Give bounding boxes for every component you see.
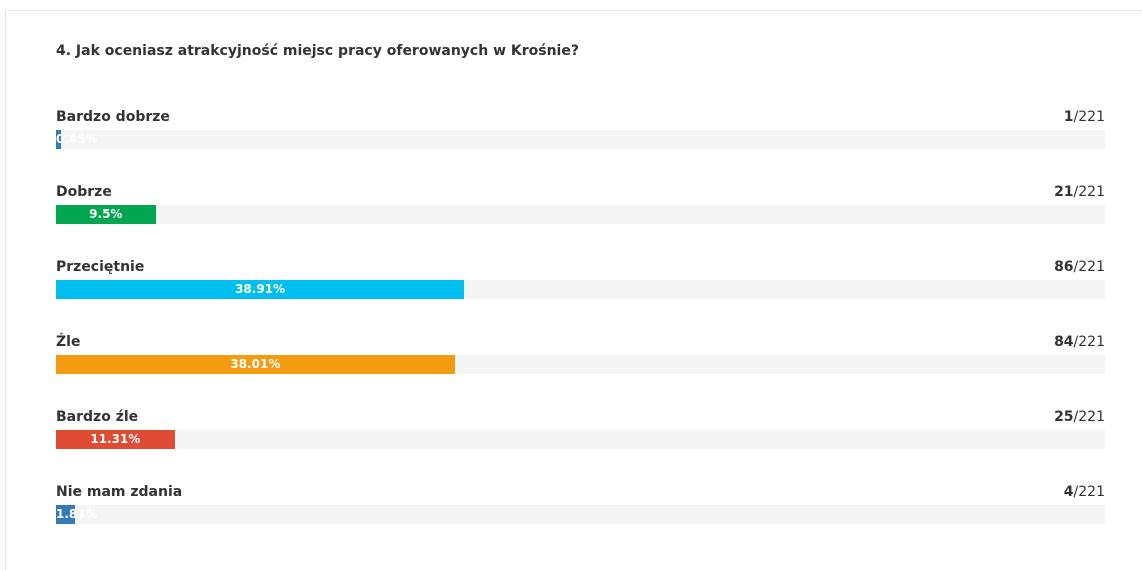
vote-total: /221 xyxy=(1073,259,1105,275)
bar xyxy=(56,280,465,299)
value-label: 11.31% xyxy=(90,432,141,446)
option-count: 1/221 xyxy=(1064,109,1105,125)
bar-track: 38.01% xyxy=(56,355,1105,374)
value-label: 9.5% xyxy=(89,207,123,221)
bar xyxy=(56,205,156,224)
question-title: 4. Jak oceniasz atrakcyjność miejsc prac… xyxy=(56,43,579,59)
bar xyxy=(56,355,455,374)
option-label: Źle xyxy=(56,334,81,350)
option-row: Bardzo dobrze 1/221 0.45% xyxy=(56,109,1105,149)
option-count: 25/221 xyxy=(1054,409,1105,425)
bar xyxy=(56,505,75,524)
option-count: 84/221 xyxy=(1054,334,1105,350)
option-count: 86/221 xyxy=(1054,259,1105,275)
vote-total: /221 xyxy=(1073,409,1105,425)
bar-track: 0.45% xyxy=(56,130,1105,149)
vote-total: /221 xyxy=(1073,334,1105,350)
option-row: Nie mam zdania 4/221 1.81% xyxy=(56,484,1105,524)
bar-track: 1.81% xyxy=(56,505,1105,524)
value-label: 38.91% xyxy=(235,282,286,296)
option-row: Dobrze 21/221 9.5% xyxy=(56,184,1105,224)
vote-count: 25 xyxy=(1054,409,1074,425)
option-label: Przeciętnie xyxy=(56,259,145,275)
vote-count: 1 xyxy=(1063,109,1074,125)
vote-total: /221 xyxy=(1073,484,1105,500)
bar-track: 9.5% xyxy=(56,205,1105,224)
vote-count: 21 xyxy=(1054,184,1074,200)
option-row: Źle 84/221 38.01% xyxy=(56,334,1105,374)
vote-count: 86 xyxy=(1054,259,1074,275)
bar-track: 38.91% xyxy=(56,280,1105,299)
bar xyxy=(56,130,61,149)
bar-track: 11.31% xyxy=(56,430,1105,449)
option-label: Dobrze xyxy=(56,184,112,200)
vote-total: /221 xyxy=(1073,109,1105,125)
value-label: 1.81% xyxy=(56,507,98,521)
option-label: Bardzo źle xyxy=(56,409,139,425)
value-label: 38.01% xyxy=(230,357,281,371)
bar xyxy=(56,430,175,449)
option-label: Bardzo dobrze xyxy=(56,109,170,125)
vote-count: 4 xyxy=(1063,484,1074,500)
value-label: 0.45% xyxy=(56,132,98,146)
question-card: 4. Jak oceniasz atrakcyjność miejsc prac… xyxy=(5,10,1142,570)
vote-count: 84 xyxy=(1054,334,1074,350)
option-count: 21/221 xyxy=(1054,184,1105,200)
option-label: Nie mam zdania xyxy=(56,484,183,500)
vote-total: /221 xyxy=(1073,184,1105,200)
option-row: Przeciętnie 86/221 38.91% xyxy=(56,259,1105,299)
option-row: Bardzo źle 25/221 11.31% xyxy=(56,409,1105,449)
option-count: 4/221 xyxy=(1064,484,1105,500)
